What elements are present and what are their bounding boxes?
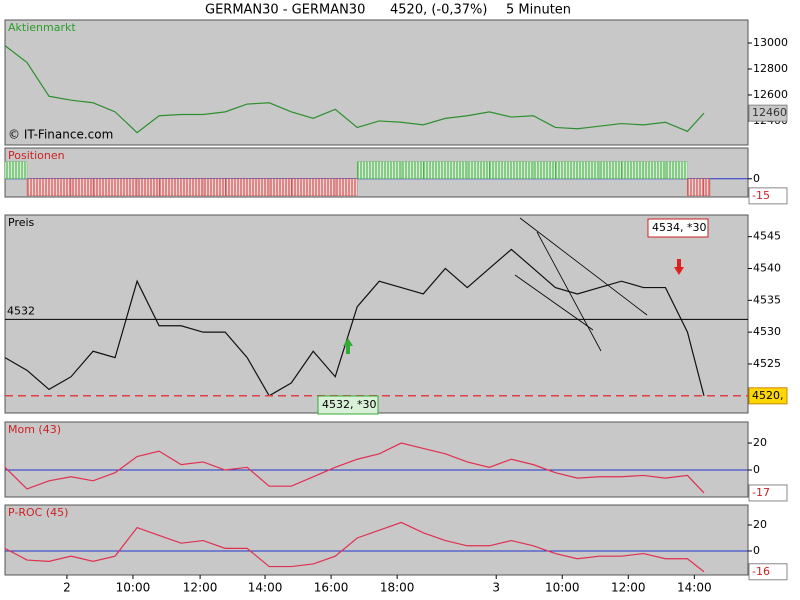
position-bar <box>577 161 600 179</box>
y-tick-label: 12600 <box>753 88 788 101</box>
annotation: 4534, *30 <box>652 221 706 234</box>
watermark: © IT-Finance.com <box>8 128 113 142</box>
panel-background <box>4 421 749 498</box>
position-bar <box>643 161 666 179</box>
position-bar <box>92 178 116 197</box>
y-tick-label: 4535 <box>753 293 781 306</box>
panel-title: Preis <box>8 216 35 229</box>
last-value-box <box>748 484 788 502</box>
position-bar <box>180 178 204 197</box>
last-value-box <box>748 104 788 122</box>
header-quote: 4520, (-0,37%) <box>390 3 487 18</box>
position-bar <box>247 178 270 197</box>
position-bar <box>48 178 72 197</box>
panel-title: P-ROC (45) <box>8 506 68 519</box>
position-bar <box>379 161 402 179</box>
data-line <box>4 45 705 134</box>
position-bar <box>70 178 94 197</box>
position-bar <box>703 178 711 197</box>
x-tick-label: 14:00 <box>248 581 283 595</box>
x-tick-label: 10:00 <box>116 581 151 595</box>
panel-background <box>4 214 749 414</box>
panel-background <box>4 504 749 576</box>
last-value-label: 4520, <box>752 389 784 402</box>
position-bar <box>357 161 380 179</box>
position-bar <box>291 178 314 197</box>
buy-arrow <box>343 338 353 354</box>
y-tick-label: 0 <box>753 544 760 557</box>
last-value-label: 12460 <box>752 106 787 119</box>
x-tick-label: 14:00 <box>677 581 712 595</box>
x-tick-label: 12:00 <box>611 581 646 595</box>
position-bar <box>202 178 226 197</box>
y-tick-label: 4540 <box>753 261 781 274</box>
y-tick-label: 4545 <box>753 230 781 243</box>
position-bar <box>423 161 446 179</box>
position-bar <box>665 161 688 179</box>
panel-background <box>4 19 749 146</box>
data-line <box>4 521 705 573</box>
last-value-label: -17 <box>752 486 770 499</box>
x-tick-label: 2 <box>63 581 71 595</box>
position-bar <box>533 161 556 179</box>
position-bar <box>224 178 248 197</box>
data-line <box>4 442 705 494</box>
x-tick-label: 12:00 <box>183 581 218 595</box>
last-value-label: -16 <box>752 565 770 578</box>
position-bar <box>621 161 644 179</box>
data-line <box>4 248 705 397</box>
reference-label: 4532 <box>7 304 35 317</box>
y-tick-label: 12800 <box>753 62 788 75</box>
x-tick-label: 18:00 <box>380 581 415 595</box>
position-bar <box>599 161 622 179</box>
last-value-box <box>748 187 788 205</box>
trend-line <box>514 274 594 331</box>
position-bar <box>158 178 182 197</box>
header-interval: 5 Minuten <box>506 3 571 18</box>
y-tick-label: 4525 <box>753 357 781 370</box>
last-value-box <box>748 387 788 405</box>
position-bar <box>555 161 578 179</box>
x-tick-label: 16:00 <box>314 581 349 595</box>
last-value-label: -15 <box>752 189 770 202</box>
position-bar <box>467 161 490 179</box>
panel-title: Mom (43) <box>8 423 61 436</box>
position-bar <box>4 161 28 179</box>
annotation-box <box>317 395 379 415</box>
position-bar <box>335 178 358 197</box>
y-tick-label: 20 <box>753 436 767 449</box>
position-bar <box>313 178 336 197</box>
y-tick-label: 13000 <box>753 36 788 49</box>
x-tick-label: 3 <box>492 581 500 595</box>
position-bar <box>136 178 160 197</box>
y-tick-label: 0 <box>753 172 760 185</box>
position-bar <box>445 161 468 179</box>
panels: 1240012600128001300012460Aktienmarkt© IT… <box>4 19 788 595</box>
trend-line <box>519 217 648 316</box>
position-bar <box>401 161 424 179</box>
sell-arrow <box>674 259 684 275</box>
y-tick-label: 0 <box>753 463 760 476</box>
annotation: 4532, *30 <box>322 398 376 411</box>
y-tick-label: 4530 <box>753 325 781 338</box>
position-bar <box>511 161 534 179</box>
header-symbol: GERMAN30 - GERMAN30 <box>205 3 365 18</box>
y-tick-label: 20 <box>753 518 767 531</box>
last-value-box <box>748 563 788 581</box>
position-bar <box>489 161 512 179</box>
annotation-box <box>647 218 709 238</box>
position-bar <box>269 178 292 197</box>
position-bar <box>26 178 50 197</box>
x-tick-label: 10:00 <box>545 581 580 595</box>
position-bar <box>114 178 138 197</box>
panel-title: Positionen <box>8 149 65 162</box>
position-bar <box>687 178 705 197</box>
panel-title: Aktienmarkt <box>8 21 76 34</box>
trend-line <box>536 231 602 352</box>
